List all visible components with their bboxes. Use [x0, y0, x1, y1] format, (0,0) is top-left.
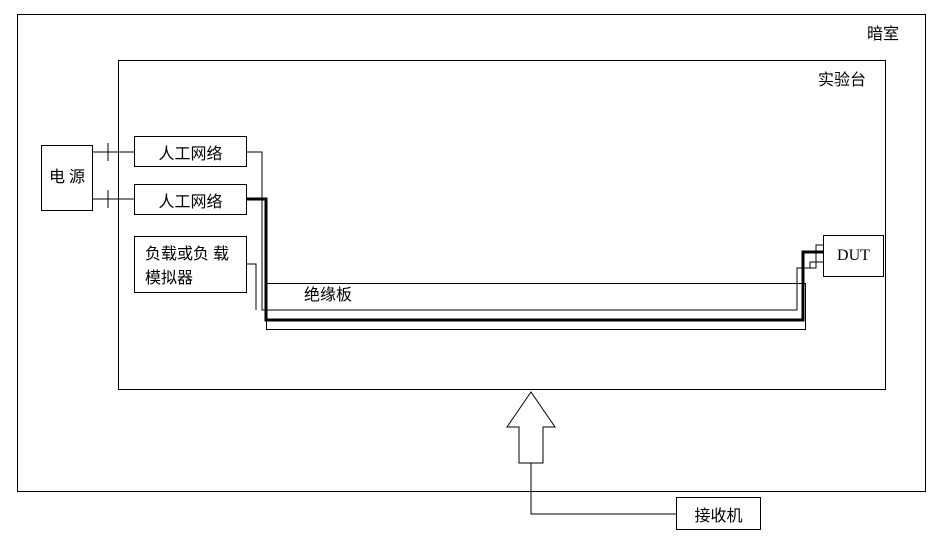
diagram-canvas: 暗室 实验台 电 源 人工网络 人工网络 负载或负 载模拟器 绝缘板 DUT 接…: [0, 0, 943, 546]
connectors-svg: [0, 0, 943, 546]
